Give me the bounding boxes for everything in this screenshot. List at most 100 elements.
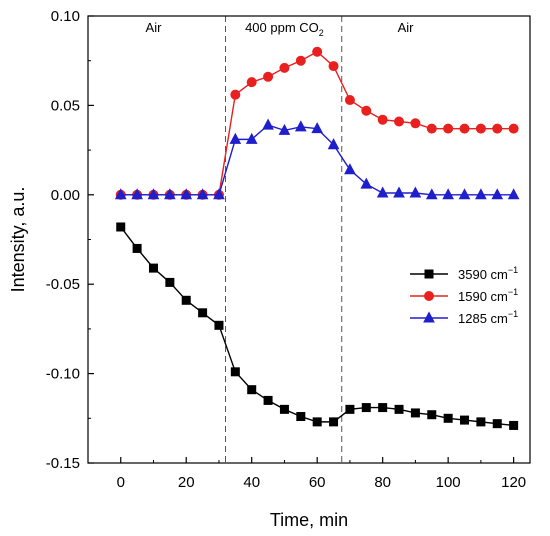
data-point (509, 420, 519, 430)
data-point (460, 415, 470, 425)
data-point (263, 395, 273, 405)
data-point (328, 61, 339, 72)
data-point (361, 105, 372, 116)
data-point (230, 89, 241, 100)
region-label-text: Air (398, 20, 415, 35)
x-tick-label: 0 (117, 474, 125, 491)
data-point (279, 62, 290, 73)
data-point (294, 120, 307, 132)
series-square (116, 222, 519, 430)
y-axis-title: Intensity, a.u. (8, 187, 28, 293)
legend-label-text: 1285 cm (458, 311, 508, 326)
data-point (147, 188, 160, 200)
data-point (148, 263, 158, 273)
data-point (312, 46, 323, 57)
data-point (475, 188, 487, 200)
y-tick-label: -0.15 (46, 455, 80, 472)
data-point (458, 188, 471, 200)
data-point (165, 277, 175, 287)
data-point (196, 188, 209, 200)
legend-entry: 3590 cm−1 (410, 265, 518, 282)
region-label-subscript: 2 (319, 28, 324, 38)
series-triangle (114, 118, 520, 200)
data-point (425, 188, 438, 200)
data-point (312, 417, 322, 427)
y-tick-label: 0.10 (51, 8, 80, 25)
region-labels: Air 400 ppm CO2 Air (146, 20, 415, 38)
data-point (492, 419, 502, 429)
data-point (361, 403, 371, 413)
data-point (377, 114, 388, 125)
x-tick-label: 40 (243, 474, 260, 491)
data-point (393, 186, 405, 198)
data-point (279, 404, 289, 414)
x-tick-label: 20 (178, 474, 195, 491)
legend-label-text: 1590 cm (458, 289, 508, 304)
data-point (246, 77, 257, 88)
data-point (214, 320, 224, 330)
data-point (262, 118, 274, 130)
data-point (198, 308, 208, 318)
legend-entry: 1285 cm−1 (410, 309, 518, 326)
legend-marker (424, 269, 434, 279)
data-point (229, 132, 242, 144)
data-point (131, 188, 143, 200)
legend-label: 1285 cm−1 (458, 309, 518, 326)
data-point (247, 385, 257, 395)
axes (87, 15, 531, 464)
region-label-text: 400 ppm CO (245, 20, 319, 35)
data-point (378, 403, 388, 413)
data-point (410, 118, 421, 129)
legend-label: 3590 cm−1 (458, 265, 518, 282)
data-point (409, 186, 422, 198)
x-tick-label: 60 (309, 474, 326, 491)
data-point (230, 367, 240, 377)
y-tick-label: 0.00 (51, 187, 80, 204)
data-point (116, 222, 126, 232)
series-line (120, 124, 514, 196)
x-tick-label: 100 (436, 474, 461, 491)
legend-label-superscript: −1 (508, 265, 518, 275)
region-label: Air (398, 20, 415, 35)
data-point (443, 413, 453, 423)
data-point (344, 95, 355, 106)
data-point (459, 123, 470, 134)
region-boundaries (225, 16, 343, 463)
data-point (344, 163, 356, 175)
region-label: Air (146, 20, 163, 35)
data-point (114, 188, 127, 200)
region-label: 400 ppm CO2 (245, 20, 324, 38)
data-point (410, 408, 420, 418)
data-point (394, 116, 405, 127)
data-point (181, 295, 191, 305)
data-point (360, 177, 373, 189)
legend-marker (424, 291, 434, 301)
data-point (508, 123, 519, 134)
data-point (475, 123, 486, 134)
data-point (180, 188, 193, 200)
y-tick-label: -0.10 (46, 366, 80, 383)
x-axis-title: Time, min (270, 510, 348, 530)
y-tick-label: -0.05 (46, 276, 80, 293)
data-point (278, 123, 291, 135)
data-point (245, 132, 258, 144)
data-point (442, 188, 454, 200)
data-point (492, 123, 503, 134)
legend-entry: 1590 cm−1 (410, 287, 518, 304)
x-tick-label: 80 (374, 474, 391, 491)
data-point (376, 186, 389, 198)
data-point (491, 188, 504, 200)
data-point (345, 404, 355, 414)
data-point (311, 122, 324, 134)
data-point (443, 123, 454, 134)
region-label-text: Air (146, 20, 163, 35)
x-tick-label: 120 (501, 474, 526, 491)
data-point (296, 412, 306, 422)
ticks: 0 20 40 60 80 100 120 -0.15 -0.10 -0.05 0.00 0.05 0.… (46, 8, 526, 491)
data-point (426, 123, 437, 134)
data-point (132, 243, 142, 253)
data-point (327, 138, 340, 150)
data-point (164, 188, 176, 200)
